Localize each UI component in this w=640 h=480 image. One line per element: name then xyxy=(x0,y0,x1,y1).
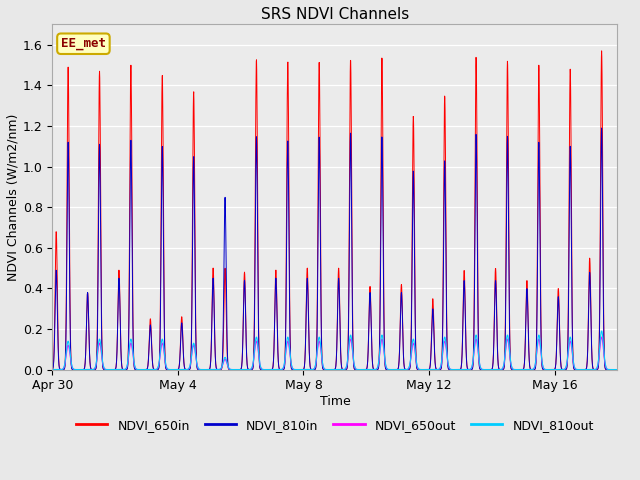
NDVI_810out xyxy=(614,367,621,372)
NDVI_810out xyxy=(173,367,181,372)
NDVI_650out xyxy=(173,367,181,372)
NDVI_810out xyxy=(103,367,111,372)
NDVI_810in xyxy=(138,367,145,372)
Line: NDVI_810in: NDVI_810in xyxy=(52,128,618,370)
NDVI_810in xyxy=(540,367,548,372)
NDVI_650out xyxy=(138,367,145,372)
NDVI_810out xyxy=(253,338,261,344)
Line: NDVI_650out: NDVI_650out xyxy=(52,337,618,370)
NDVI_810in xyxy=(614,367,621,372)
NDVI_650in xyxy=(353,367,360,372)
NDVI_650in xyxy=(138,367,145,372)
Title: SRS NDVI Channels: SRS NDVI Channels xyxy=(260,7,409,22)
NDVI_810out xyxy=(138,367,145,372)
NDVI_810in xyxy=(253,206,261,212)
NDVI_650in xyxy=(253,153,261,159)
NDVI_650out xyxy=(253,342,261,348)
NDVI_810out xyxy=(353,367,360,372)
NDVI_810in xyxy=(598,125,605,131)
NDVI_650out xyxy=(540,366,548,372)
NDVI_650in xyxy=(103,367,111,372)
NDVI_650in xyxy=(598,48,605,54)
NDVI_810in xyxy=(49,366,56,372)
NDVI_650out xyxy=(49,367,56,372)
NDVI_650out xyxy=(614,367,621,372)
NDVI_810out xyxy=(540,366,548,372)
NDVI_650in xyxy=(173,367,181,372)
NDVI_810out xyxy=(598,328,605,334)
NDVI_650in xyxy=(614,367,621,372)
NDVI_650out xyxy=(353,367,360,372)
NDVI_650in xyxy=(540,367,548,372)
X-axis label: Time: Time xyxy=(319,395,350,408)
NDVI_810in xyxy=(173,367,181,372)
NDVI_650out xyxy=(103,367,111,372)
NDVI_650in xyxy=(49,366,56,372)
Text: EE_met: EE_met xyxy=(61,37,106,50)
NDVI_650out xyxy=(598,334,605,340)
NDVI_810in xyxy=(103,367,111,372)
NDVI_810out xyxy=(49,367,56,372)
Legend: NDVI_650in, NDVI_810in, NDVI_650out, NDVI_810out: NDVI_650in, NDVI_810in, NDVI_650out, NDV… xyxy=(71,414,598,437)
Y-axis label: NDVI Channels (W/m2/nm): NDVI Channels (W/m2/nm) xyxy=(7,113,20,281)
Line: NDVI_650in: NDVI_650in xyxy=(52,51,618,370)
NDVI_810in xyxy=(353,367,360,372)
Line: NDVI_810out: NDVI_810out xyxy=(52,331,618,370)
